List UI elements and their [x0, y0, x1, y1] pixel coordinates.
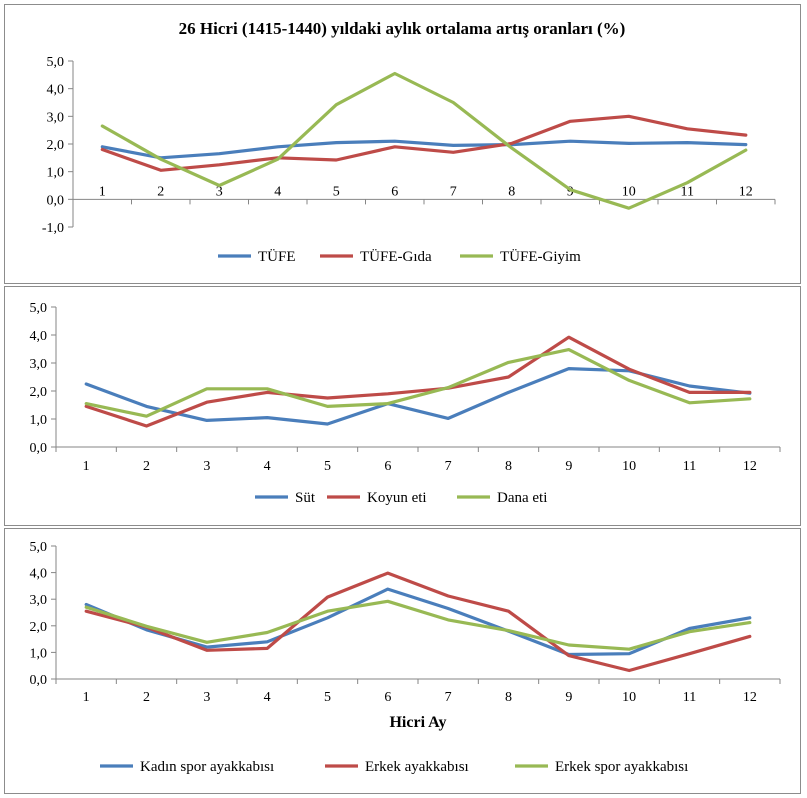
x-tick-label: 7 — [445, 690, 452, 705]
legend-label-koyun-eti: Koyun eti — [367, 490, 427, 506]
y-tick-label: 4,0 — [30, 329, 48, 344]
x-tick-label: 4 — [274, 184, 281, 199]
x-tick-label: 2 — [143, 690, 150, 705]
chart-cpi: 26 Hicri (1415-1440) yıldaki aylık ortal… — [42, 19, 776, 265]
series-line-tufe — [100, 139, 748, 160]
chart-panel-cpi: 26 Hicri (1415-1440) yıldaki aylık ortal… — [4, 4, 801, 284]
x-tick-label: 6 — [384, 690, 391, 705]
y-tick-label: 2,0 — [30, 385, 48, 400]
y-tick-label: 1,0 — [47, 166, 65, 181]
x-tick-label: 7 — [450, 184, 457, 199]
y-tick-label: 3,0 — [30, 593, 48, 608]
x-tick-label: 9 — [565, 690, 572, 705]
series-line-koyun-eti — [84, 335, 752, 428]
series-line-dana-eti — [84, 347, 752, 418]
series-line-erkek-spor-ayakkabisi — [84, 599, 752, 651]
chart-panel-milk-meat: 0,0 1,0 2,0 3,0 4,0 5,0 1 2 3 4 5 6 7 8 9 10 11 12 Süt Koyu… — [4, 286, 801, 526]
y-tick-label: 4,0 — [30, 567, 48, 582]
legend-label-erkek-spor-ayakkabisi: Erkek spor ayakkabısı — [555, 759, 688, 775]
x-tick-label: 4 — [264, 690, 271, 705]
legend-label-tufe-gida: TÜFE-Gıda — [360, 248, 432, 265]
x-tick-label: 12 — [739, 184, 753, 199]
legend-label-erkek-ayakkabisi: Erkek ayakkabısı — [365, 759, 469, 775]
y-tick-label: 5,0 — [30, 301, 48, 316]
x-tick-label: 4 — [264, 459, 271, 474]
x-axis-title: Hicri Ay — [389, 714, 446, 731]
x-tick-label: 3 — [203, 459, 210, 474]
x-tick-label: 9 — [565, 459, 572, 474]
y-tick-label: 0,0 — [30, 673, 48, 688]
chart-panel-footwear: 0,0 1,0 2,0 3,0 4,0 5,0 1 2 3 4 5 6 7 8 9 10 11 12 Hicri A… — [4, 528, 801, 794]
y-tick-label: 0,0 — [30, 441, 48, 456]
chart-title: 26 Hicri (1415-1440) yıldaki aylık ortal… — [179, 19, 626, 38]
x-tick-label: 8 — [505, 459, 512, 474]
x-tick-label: 5 — [324, 690, 331, 705]
x-tick-label: 1 — [83, 690, 90, 705]
x-tick-label: 1 — [83, 459, 90, 474]
y-tick-label: 1,0 — [30, 413, 48, 428]
legend-label-tufe: TÜFE — [258, 248, 296, 265]
y-tick-label: 3,0 — [47, 110, 65, 125]
legend-label-sut: Süt — [295, 490, 316, 506]
x-tick-label: 5 — [333, 184, 340, 199]
x-tick-label: 12 — [743, 459, 757, 474]
series-line-kadin-spor-ayakkabisi — [84, 587, 752, 657]
y-tick-label: 5,0 — [30, 540, 48, 555]
x-tick-label: 6 — [384, 459, 391, 474]
y-tick-label: 5,0 — [47, 55, 65, 70]
x-tick-label: 11 — [683, 690, 696, 705]
y-tick-label: 1,0 — [30, 646, 48, 661]
y-tick-label: 0,0 — [47, 193, 65, 208]
x-tick-label: 10 — [622, 459, 636, 474]
legend-label-tufe-giyim: TÜFE-Giyim — [500, 248, 581, 265]
x-tick-label: 5 — [324, 459, 331, 474]
x-tick-label: 11 — [681, 184, 694, 199]
x-tick-label: 1 — [99, 184, 106, 199]
y-tick-label: 4,0 — [47, 83, 65, 98]
y-tick-label: 2,0 — [30, 620, 48, 635]
series-line-tufe-gida — [100, 114, 748, 172]
x-tick-label: 8 — [505, 690, 512, 705]
series-line-erkek-ayakkabisi — [84, 571, 752, 673]
x-tick-label: 9 — [567, 184, 574, 199]
x-tick-label: 3 — [203, 690, 210, 705]
x-tick-label: 10 — [622, 184, 636, 199]
x-tick-label: 2 — [157, 184, 164, 199]
y-tick-label: 2,0 — [47, 138, 65, 153]
x-tick-label: 10 — [622, 690, 636, 705]
x-tick-label: 6 — [391, 184, 398, 199]
y-tick-label: 3,0 — [30, 357, 48, 372]
legend-label-kadin-spor-ayakkabisi: Kadın spor ayakkabısı — [140, 759, 274, 775]
x-tick-label: 7 — [445, 459, 452, 474]
x-tick-label: 8 — [508, 184, 515, 199]
x-tick-label: 12 — [743, 690, 757, 705]
y-tick-label: -1,0 — [42, 221, 64, 236]
x-tick-label: 11 — [683, 459, 696, 474]
legend-label-dana-eti: Dana eti — [497, 490, 547, 506]
series-line-tufe-giyim — [100, 71, 748, 210]
x-tick-label: 3 — [216, 184, 223, 199]
x-tick-label: 2 — [143, 459, 150, 474]
